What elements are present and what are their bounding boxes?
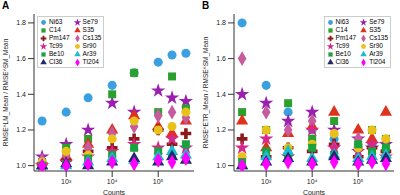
html-text:Tc99: Tc99 (335, 42, 350, 49)
html-text:S35: S35 (369, 26, 381, 33)
html-text:A: A (2, 0, 10, 11)
svg-text:10³: 10³ (261, 178, 272, 185)
svg-text:RMSE^ETR_Mean / RMSE^SM_Mean: RMSE^ETR_Mean / RMSE^SM_Mean (202, 36, 210, 148)
svg-text:10³: 10³ (61, 178, 72, 185)
html-text:Ar39: Ar39 (369, 50, 383, 57)
html-text:Cs135: Cs135 (369, 34, 388, 41)
html-text:Se79: Se79 (82, 18, 98, 25)
html-text:Ni63: Ni63 (49, 18, 63, 25)
svg-text:1.8: 1.8 (16, 19, 26, 26)
svg-text:10⁴: 10⁴ (307, 178, 318, 185)
svg-text:10⁴: 10⁴ (107, 178, 118, 185)
html-text:Tl204: Tl204 (369, 58, 386, 65)
html-text:S35: S35 (82, 26, 95, 33)
svg-text:10⁵: 10⁵ (353, 178, 364, 185)
html-text:Tl204: Tl204 (82, 58, 99, 65)
svg-text:1.4: 1.4 (16, 91, 26, 98)
svg-text:1.6: 1.6 (16, 55, 26, 62)
html-text:C14: C14 (49, 26, 61, 33)
svg-text:1.6: 1.6 (216, 55, 226, 62)
svg-text:1.2: 1.2 (216, 126, 226, 133)
html-text:Pm147: Pm147 (335, 34, 357, 41)
svg-text:RMSE^LM_Mean / RMSE^SM_Mean: RMSE^LM_Mean / RMSE^SM_Mean (8, 38, 10, 146)
svg-text:1.8: 1.8 (216, 19, 226, 26)
html-text:Be10: Be10 (49, 50, 65, 57)
html-text:B: B (202, 0, 210, 11)
html-text:Cl36: Cl36 (49, 58, 63, 65)
html-text:Ar39: Ar39 (82, 50, 97, 57)
svg-text:1.0: 1.0 (216, 162, 226, 169)
svg-text:1.4: 1.4 (216, 91, 226, 98)
html-text:Se79: Se79 (369, 18, 385, 25)
svg-text:1.2: 1.2 (16, 126, 26, 133)
html-text:Be10: Be10 (335, 50, 351, 57)
html-text:Cl36: Cl36 (335, 58, 349, 65)
html-text:Pm147: Pm147 (49, 34, 70, 41)
svg-text:1.0: 1.0 (16, 162, 26, 169)
html-text:Sr90: Sr90 (82, 42, 97, 49)
html-text:Ni63: Ni63 (335, 18, 349, 25)
html-text:Sr90: Sr90 (369, 42, 383, 49)
svg-text:10⁵: 10⁵ (153, 178, 164, 185)
svg-text:Counts: Counts (303, 189, 326, 195)
svg-text:Counts: Counts (103, 189, 126, 195)
html-text:Tc99: Tc99 (49, 42, 63, 49)
html-text:C14: C14 (335, 26, 348, 33)
html-text:Cs135: Cs135 (82, 34, 102, 41)
